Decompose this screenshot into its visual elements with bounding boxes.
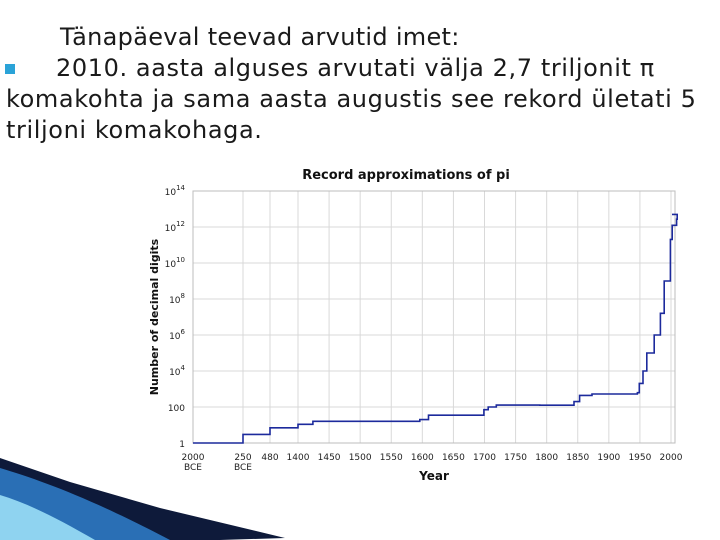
x-tick-label: 2000 (182, 453, 205, 463)
y-axis-label: Number of decimal digits (148, 238, 161, 395)
y-tick-label: 1010 (165, 256, 185, 270)
chart-title: Record approximations of pi (302, 168, 510, 183)
y-axis-ticks: 1 100 104 106 108 1010 1012 1014 (165, 184, 186, 450)
x-tick-label: 480 (261, 453, 278, 463)
slide-text: Tänapäeval teevad arvutid imet: 2010. aa… (5, 22, 711, 146)
x-tick-label: 1400 (287, 453, 310, 463)
x-tick-label: 1650 (442, 453, 465, 463)
square-bullet-icon (5, 64, 15, 74)
x-tick-label: 1750 (504, 453, 527, 463)
decor-light-wave (0, 495, 95, 540)
y-tick-label: 106 (169, 328, 185, 342)
x-tick-label: 1500 (349, 453, 372, 463)
x-tick-label: 1900 (597, 453, 620, 463)
x-tick-label: 1450 (318, 453, 341, 463)
x-tick-label: 2000 (660, 453, 683, 463)
intro-line: Tänapäeval teevad arvutid imet: (60, 23, 460, 51)
x-tick-label: 1550 (380, 453, 403, 463)
bullet-text: 2010. aasta alguses arvutati välja 2,7 t… (6, 54, 697, 144)
decorative-wave-graphic (0, 458, 285, 540)
bullet-paragraph: 2010. aasta alguses arvutati välja 2,7 t… (5, 53, 711, 146)
pi-records-chart: Record approximations of pi 1 100 104 106 10… (148, 168, 683, 483)
x-tick-label: 1950 (628, 453, 651, 463)
x-tick-label: 1700 (473, 453, 496, 463)
y-tick-label: 100 (168, 404, 185, 414)
record-digits-line (193, 213, 678, 444)
y-tick-label: 108 (169, 292, 185, 306)
y-tick-label: 1 (179, 440, 185, 450)
chart-grid (192, 190, 675, 444)
x-axis-label: Year (418, 469, 449, 483)
y-tick-label: 104 (169, 364, 185, 378)
plot-frame (192, 190, 676, 444)
x-tick-sublabel: BCE (184, 463, 202, 473)
x-tick-label: 1850 (566, 453, 589, 463)
x-tick-label: 1600 (411, 453, 434, 463)
y-tick-label: 1014 (165, 184, 186, 198)
y-tick-label: 1012 (165, 220, 185, 234)
x-tick-label: 1800 (535, 453, 558, 463)
x-tick-label: 250 (234, 453, 251, 463)
x-tick-sublabel: BCE (234, 463, 252, 473)
